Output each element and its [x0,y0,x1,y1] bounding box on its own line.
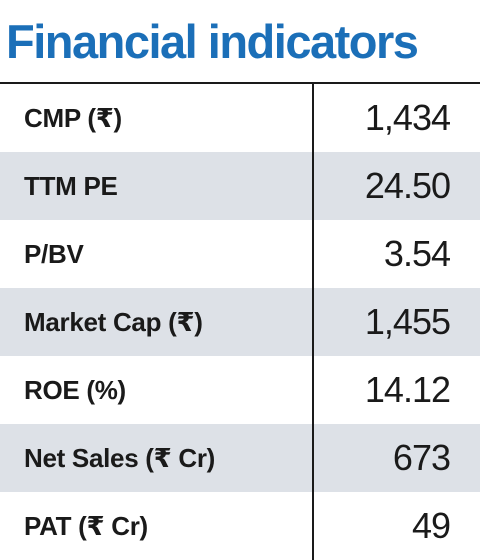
table-row-cmp: CMP (₹) 1,434 [0,84,480,152]
column-divider [312,84,314,560]
table-row-ttm-pe: TTM PE 24.50 [0,152,480,220]
row-value: 3.54 [383,233,451,274]
row-value: 14.12 [364,369,451,410]
table-row-p-bv: P/BV 3.54 [0,220,480,288]
row-value: 1,434 [364,97,451,138]
row-value: 49 [411,505,451,546]
title-underline [0,82,480,84]
row-value: 24.50 [364,165,451,206]
row-label: Net Sales (₹ Cr) [24,443,216,473]
table-row-net-sales: Net Sales (₹ Cr) 673 [0,424,480,492]
row-value: 673 [392,437,451,478]
indicators-table: CMP (₹) 1,434 TTM PE 24.50 P/BV 3.54 Mar… [0,84,480,560]
row-label: Market Cap (₹) [24,307,203,337]
row-label: TTM PE [24,171,118,201]
table-row-pat: PAT (₹ Cr) 49 [0,492,480,560]
row-value: 1,455 [364,301,451,342]
row-label: P/BV [24,239,84,269]
table-row-market-cap: Market Cap (₹) 1,455 [0,288,480,356]
row-label: ROE (%) [24,375,126,405]
row-label: PAT (₹ Cr) [24,511,148,541]
table-title: Financial indicators [6,15,419,68]
table-row-roe: ROE (%) 14.12 [0,356,480,424]
row-label: CMP (₹) [24,103,122,133]
